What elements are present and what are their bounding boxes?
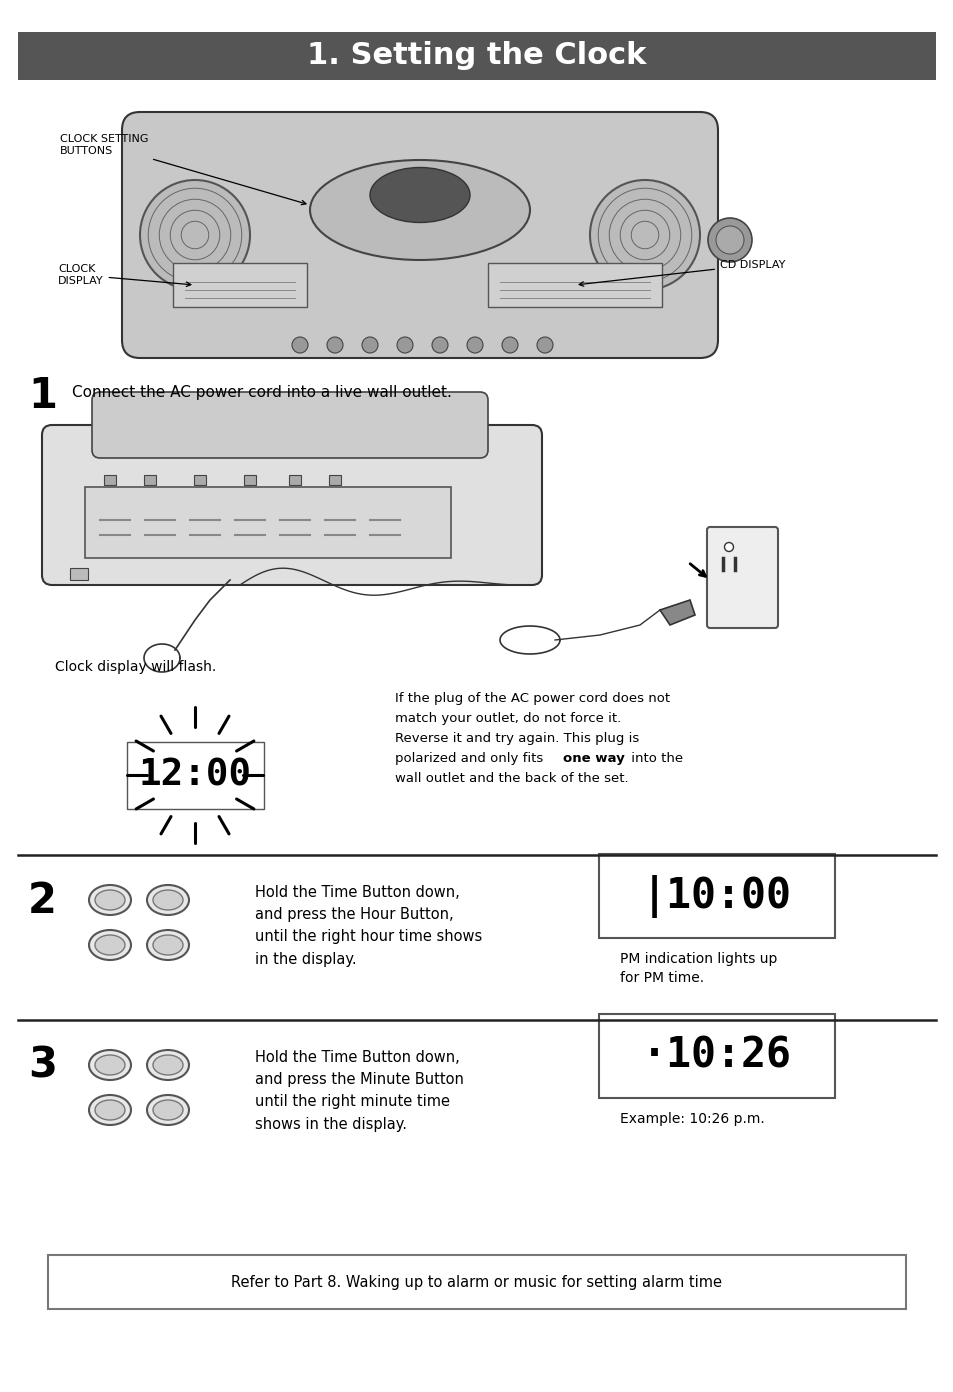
FancyBboxPatch shape xyxy=(48,1256,905,1308)
Ellipse shape xyxy=(152,935,183,955)
Circle shape xyxy=(467,337,482,354)
Ellipse shape xyxy=(95,935,125,955)
Text: ·10:26: ·10:26 xyxy=(641,1036,791,1077)
Circle shape xyxy=(432,337,448,354)
FancyBboxPatch shape xyxy=(598,855,834,938)
Bar xyxy=(329,475,340,484)
Text: CD DISPLAY: CD DISPLAY xyxy=(578,260,784,287)
Text: Refer to Part 8. Waking up to alarm or music for setting alarm time: Refer to Part 8. Waking up to alarm or m… xyxy=(232,1275,721,1289)
Text: Example: 10:26 p.m.: Example: 10:26 p.m. xyxy=(619,1112,764,1126)
FancyBboxPatch shape xyxy=(127,742,264,809)
Ellipse shape xyxy=(95,1100,125,1121)
Ellipse shape xyxy=(147,885,189,915)
FancyBboxPatch shape xyxy=(488,263,661,308)
Ellipse shape xyxy=(152,1100,183,1121)
FancyBboxPatch shape xyxy=(85,487,451,558)
Text: one way: one way xyxy=(562,752,624,766)
Ellipse shape xyxy=(589,180,700,290)
Circle shape xyxy=(292,337,308,354)
Text: match your outlet, do not force it.: match your outlet, do not force it. xyxy=(395,711,620,725)
Text: Connect the AC power cord into a live wall outlet.: Connect the AC power cord into a live wa… xyxy=(71,386,452,400)
Bar xyxy=(144,475,156,484)
Text: 2: 2 xyxy=(28,880,57,922)
Text: PM indication lights up
for PM time.: PM indication lights up for PM time. xyxy=(619,952,777,986)
Ellipse shape xyxy=(89,930,131,960)
Ellipse shape xyxy=(140,180,250,290)
Bar xyxy=(244,475,255,484)
Text: Hold the Time Button down,
and press the Minute Button
until the right minute ti: Hold the Time Button down, and press the… xyxy=(254,1050,463,1132)
Text: CLOCK
DISPLAY: CLOCK DISPLAY xyxy=(58,264,191,287)
Ellipse shape xyxy=(310,160,530,260)
Text: 1: 1 xyxy=(28,374,57,418)
Bar xyxy=(289,475,301,484)
Circle shape xyxy=(537,337,553,354)
FancyBboxPatch shape xyxy=(598,1013,834,1098)
Text: 1. Setting the Clock: 1. Setting the Clock xyxy=(307,42,646,71)
FancyBboxPatch shape xyxy=(18,32,935,79)
Polygon shape xyxy=(659,600,695,625)
Text: 12:00: 12:00 xyxy=(138,757,252,793)
Text: |10:00: |10:00 xyxy=(641,874,791,917)
Ellipse shape xyxy=(89,1096,131,1125)
FancyBboxPatch shape xyxy=(91,393,488,458)
Ellipse shape xyxy=(89,885,131,915)
Ellipse shape xyxy=(147,1096,189,1125)
Bar xyxy=(70,568,88,580)
Bar xyxy=(104,475,116,484)
Ellipse shape xyxy=(95,1055,125,1075)
Circle shape xyxy=(327,337,343,354)
Circle shape xyxy=(716,226,743,253)
FancyBboxPatch shape xyxy=(706,528,778,628)
Ellipse shape xyxy=(370,167,470,223)
Text: If the plug of the AC power cord does not: If the plug of the AC power cord does no… xyxy=(395,692,669,704)
Text: CLOCK SETTING
BUTTONS: CLOCK SETTING BUTTONS xyxy=(60,134,306,205)
Ellipse shape xyxy=(152,889,183,910)
Ellipse shape xyxy=(147,930,189,960)
Text: into the: into the xyxy=(626,752,682,766)
Text: 3: 3 xyxy=(28,1045,57,1087)
Ellipse shape xyxy=(147,1050,189,1080)
FancyBboxPatch shape xyxy=(172,263,307,308)
Ellipse shape xyxy=(89,1050,131,1080)
Circle shape xyxy=(707,219,751,262)
Circle shape xyxy=(723,543,733,551)
Circle shape xyxy=(361,337,377,354)
Ellipse shape xyxy=(152,1055,183,1075)
Ellipse shape xyxy=(95,889,125,910)
Text: Reverse it and try again. This plug is: Reverse it and try again. This plug is xyxy=(395,732,639,745)
Circle shape xyxy=(501,337,517,354)
Circle shape xyxy=(396,337,413,354)
Text: wall outlet and the back of the set.: wall outlet and the back of the set. xyxy=(395,773,628,785)
Text: Clock display will flash.: Clock display will flash. xyxy=(55,660,216,674)
Bar xyxy=(193,475,206,484)
Text: Hold the Time Button down,
and press the Hour Button,
until the right hour time : Hold the Time Button down, and press the… xyxy=(254,885,482,966)
Text: polarized and only fits: polarized and only fits xyxy=(395,752,547,766)
FancyBboxPatch shape xyxy=(42,425,541,585)
FancyBboxPatch shape xyxy=(122,111,718,358)
